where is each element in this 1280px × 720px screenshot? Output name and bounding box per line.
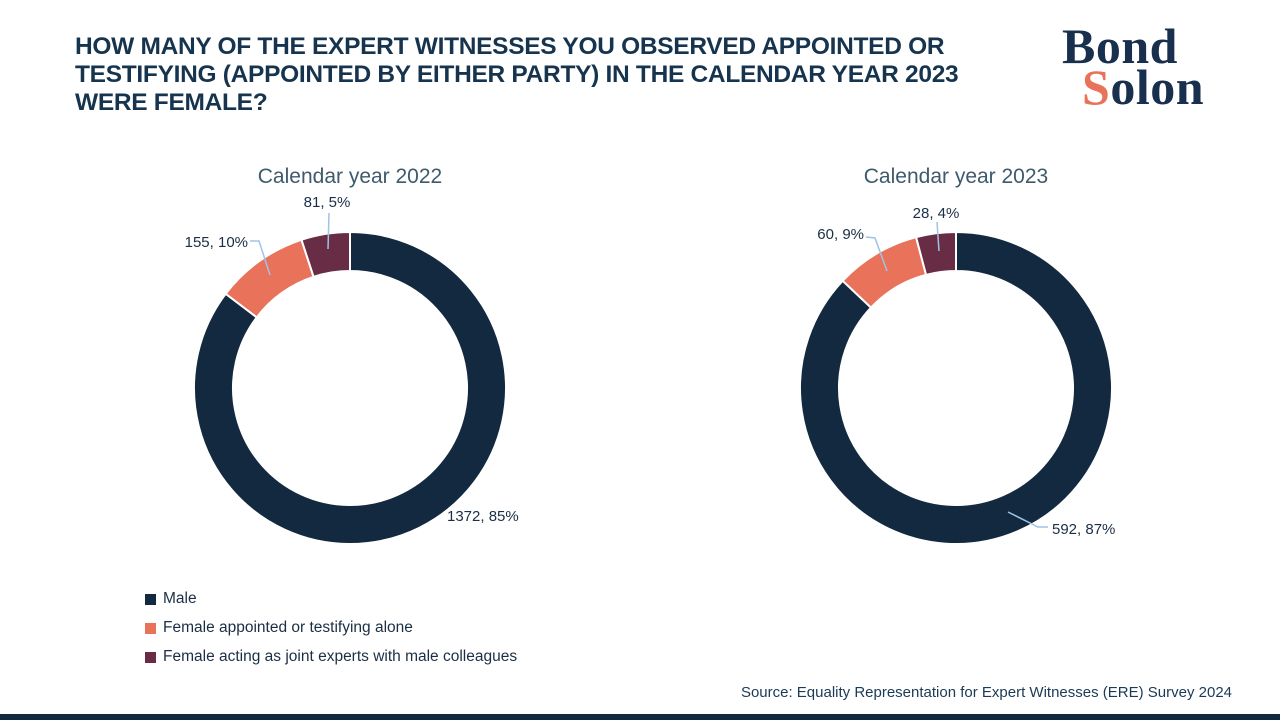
data-label-2023-male: 592, 87% (1052, 521, 1116, 538)
logo-word-bond: Bond (1062, 18, 1178, 74)
leader-line-2022-joint (327, 212, 330, 250)
donut-segment-male (799, 230, 1113, 545)
page-title-line-1: HOW MANY OF THE EXPERT WITNESSES YOU OBS… (75, 33, 945, 60)
legend-item-male: Male (145, 590, 517, 608)
legend: Male Female appointed or testifying alon… (145, 590, 517, 677)
source-note: Source: Equality Representation for Expe… (740, 684, 1232, 701)
logo-olon: olon (1110, 59, 1205, 115)
legend-item-joint-experts: Female acting as joint experts with male… (145, 648, 517, 666)
legend-swatch-joint-experts (145, 651, 156, 663)
chart-title-2022: Calendar year 2022 (257, 165, 443, 188)
logo-word-solon: Solon (1082, 62, 1204, 112)
leader-line-2023-joint (936, 221, 940, 252)
donut-segment-male (193, 230, 507, 545)
data-label-2022-joint-experts: 81, 5% (303, 194, 351, 211)
logo-s-accent: S (1082, 59, 1111, 115)
donut-chart-2023 (799, 230, 1113, 545)
data-label-2022-male: 1372, 85% (447, 508, 519, 525)
legend-label-male: Male (163, 590, 197, 607)
donut-chart-2022 (193, 230, 507, 545)
legend-swatch-male (145, 593, 156, 605)
bond-solon-logo: Bond Solon (1062, 18, 1204, 112)
donut-segment-female-acting (300, 230, 351, 279)
bottom-brand-bar (0, 714, 1280, 720)
legend-swatch-female-alone (145, 622, 156, 634)
page-title-line-3: WERE FEMALE? (75, 89, 268, 116)
leader-line-2022-alone (250, 240, 271, 276)
chart-title-2023: Calendar year 2023 (863, 165, 1049, 188)
legend-label-joint-experts: Female acting as joint experts with male… (163, 648, 518, 665)
legend-label-female-alone: Female appointed or testifying alone (163, 619, 413, 636)
data-label-2023-joint-experts: 28, 4% (912, 205, 960, 222)
page-title: HOW MANY OF THE EXPERT WITNESSES YOU OBS… (75, 33, 959, 117)
leader-line-2023-alone (865, 236, 888, 272)
page-title-line-2: TESTIFYING (APPOINTED BY EITHER PARTY) I… (75, 61, 959, 88)
data-label-2022-female-alone: 155, 10% (184, 234, 248, 251)
data-label-2023-female-alone: 60, 9% (817, 226, 864, 243)
leader-line-2023-male (1007, 511, 1048, 528)
donut-segment-female-acting (914, 230, 957, 277)
legend-item-female-alone: Female appointed or testifying alone (145, 619, 517, 637)
